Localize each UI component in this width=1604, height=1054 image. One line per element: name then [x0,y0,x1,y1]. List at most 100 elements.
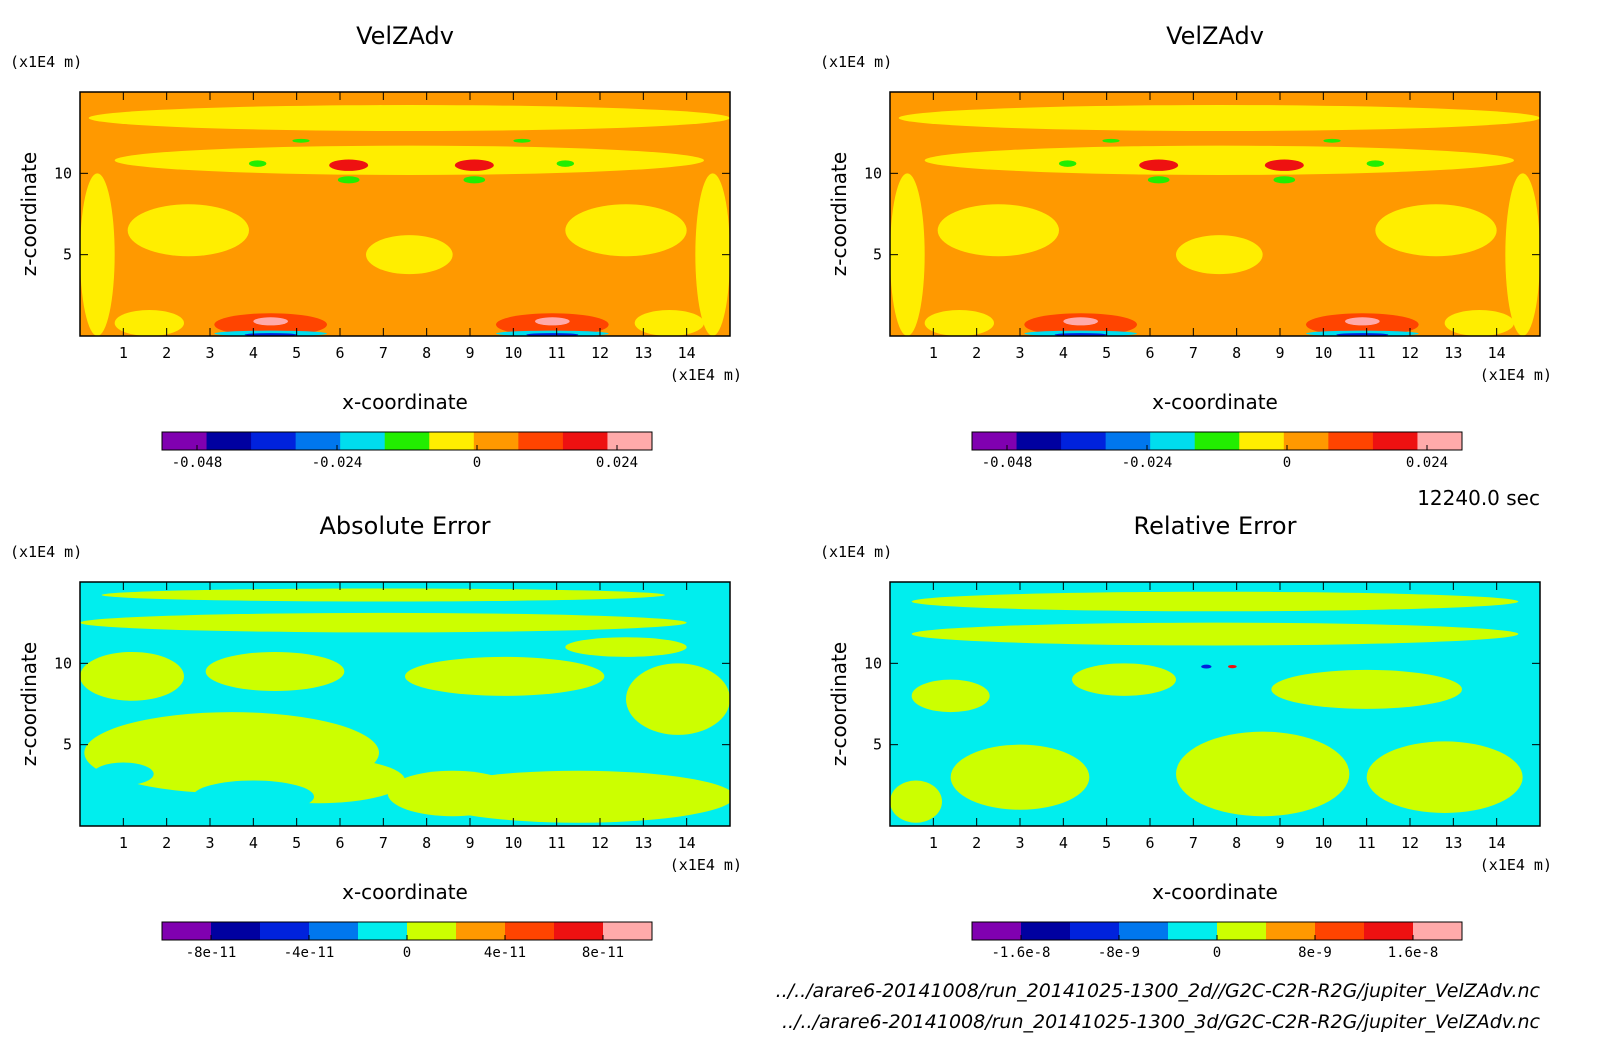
colorbar-swatch [1119,922,1169,940]
y-axis-label: z-coordinate [17,152,41,276]
plot-area [80,92,730,336]
colorbar-tick-label: -0.024 [1122,455,1173,471]
colorbar-swatch [1016,432,1062,450]
x-axis-label: x-coordinate [1152,390,1278,414]
y-tick-label: 5 [63,246,72,264]
contour-region-5 [911,679,990,713]
x-tick-label: 9 [465,834,474,852]
colorbar-swatch [211,922,261,940]
contour-region-7 [114,309,184,336]
y-tick-label: 5 [873,246,882,264]
x-tick-label: 11 [548,344,566,362]
contour-region-17 [1139,159,1179,171]
x-tick-label: 6 [335,834,344,852]
colorbar-swatch [1021,922,1071,940]
colorbar-swatch [1266,922,1316,940]
file-path-2d: ../../arare6-20141008/run_20141025-1300_… [776,980,1541,1002]
colorbar-swatch [1061,432,1107,450]
x-tick-label: 11 [548,834,566,852]
y-tick-label: 5 [873,736,882,754]
plot-area [890,92,1540,336]
contour-region-21 [248,160,267,167]
colorbar-swatch [1413,922,1463,940]
contour-region-2 [1366,741,1523,813]
contour-region-3 [387,770,518,817]
y-tick-label: 10 [54,164,72,182]
x-tick-label: 4 [249,344,258,362]
contour-region-22 [556,160,574,167]
colorbar-swatch [1372,432,1418,450]
y-axis-label: z-coordinate [17,642,41,766]
y-unit-label: (x1E4 m) [820,543,892,561]
contour-region-1 [366,235,453,275]
x-tick-label: 12 [591,834,609,852]
contour-region-5 [114,145,704,175]
colorbar-tick-label: -0.024 [312,455,363,471]
y-axis-label: z-coordinate [827,152,851,276]
x-tick-label: 7 [379,834,388,852]
chart-title: VelZAdv [1166,22,1264,50]
colorbar-swatch [518,432,564,450]
colorbar-swatch [260,922,310,940]
colorbar-swatch [429,432,475,450]
contour-region-6 [911,622,1519,646]
x-tick-label: 11 [1358,834,1376,852]
file-path-3d: ../../arare6-20141008/run_20141025-1300_… [782,1011,1541,1033]
y-unit-label: (x1E4 m) [10,53,82,71]
y-tick-label: 10 [54,654,72,672]
x-tick-label: 4 [249,834,258,852]
x-tick-label: 14 [1488,834,1506,852]
plot-area [80,582,730,826]
colorbar-tick-label: 4e-11 [484,945,526,961]
contour-region-20 [463,176,486,184]
contour-region-10 [565,637,687,657]
colorbar-swatch [972,432,1018,450]
x-tick-label: 4 [1059,344,1068,362]
contour-region-9 [1201,664,1212,669]
x-tick-label: 8 [422,344,431,362]
x-tick-label: 3 [1015,834,1024,852]
x-tick-label: 1 [929,344,938,362]
colorbar-tick-label: 8e-9 [1298,945,1332,961]
colorbar-swatch [1217,922,1267,940]
chart-panel-2: Absolute Error(x1E4 m)1 2 3 4 5 6 7 8 9 10 11 12 13 1… [10,512,742,961]
colorbar-swatch [1194,432,1240,450]
contour-region-9 [101,588,665,602]
contour-region-23 [292,138,310,143]
colorbar-tick-label: -0.048 [172,455,223,471]
x-axis-label: x-coordinate [342,880,468,904]
x-tick-label: 4 [1059,834,1068,852]
colorbar-swatch [1328,432,1374,450]
colorbar-swatch [1417,432,1463,450]
colorbar-swatch [162,922,212,940]
colorbar-swatch [473,432,519,450]
contour-region-4 [1505,173,1540,336]
contour-region-11 [1063,317,1098,326]
colorbar-frame [161,431,653,451]
x-tick-label: 14 [678,344,696,362]
contour-region-10 [1228,664,1237,669]
plot-frame [79,91,731,337]
colorbar: -0.048 -0.024 0 0.024 [161,431,653,471]
x-tick-label: 7 [379,344,388,362]
colorbar-swatch [1315,922,1365,940]
contour-region-0 [937,204,1059,257]
chart-panel-1: VelZAdv(x1E4 m)1 2 3 4 5 6 7 8 9 10 11 12 13 14510(x1… [820,22,1552,471]
contour-region-4 [695,173,730,336]
x-tick-label: 10 [1314,834,1332,852]
colorbar-swatch [309,922,359,940]
x-tick-label: 6 [1145,834,1154,852]
colorbar-swatch [554,922,604,940]
colorbar-swatch [384,432,430,450]
colorbar-tick-label: 8e-11 [582,945,624,961]
x-axis-label: x-coordinate [1152,880,1278,904]
colorbar-swatch [505,922,555,940]
colorbar: -1.6e-8 -8e-9 0 8e-9 1.6e-8 [971,921,1463,961]
contour-region-19 [337,176,360,184]
colorbar-swatch [251,432,297,450]
x-axis-label: x-coordinate [342,390,468,414]
colorbar-swatch [295,432,341,450]
x-tick-label: 6 [1145,344,1154,362]
contour-region-12 [1345,317,1380,326]
contour-region-2 [1375,204,1497,257]
